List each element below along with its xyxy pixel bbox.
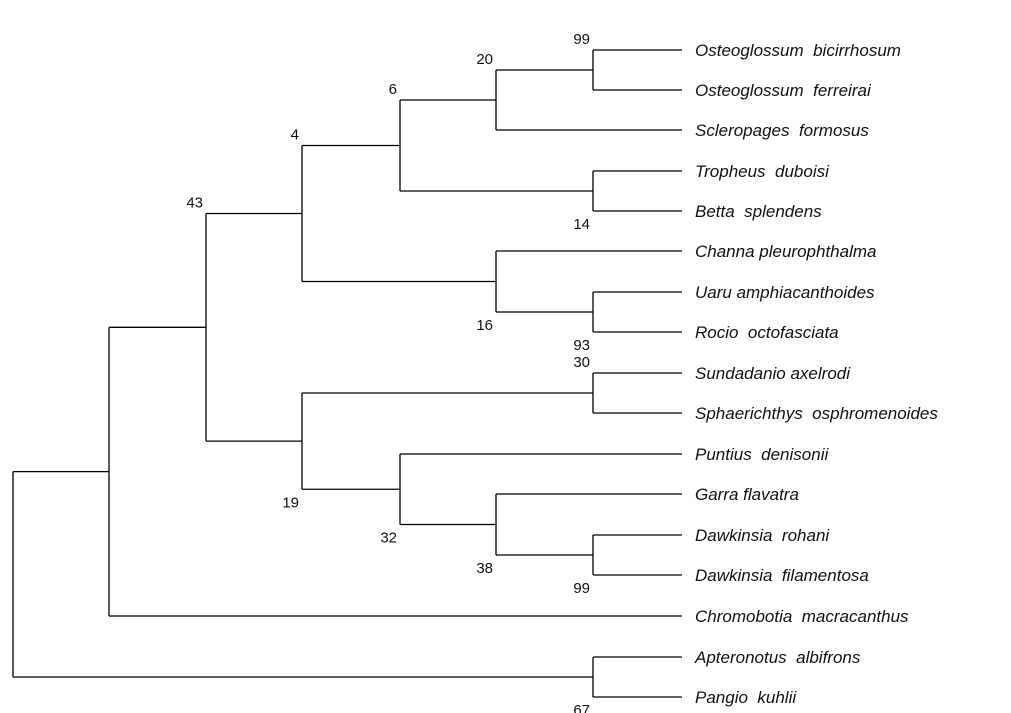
support-value: 67 <box>573 702 590 713</box>
taxon-label: Pangio kuhlii <box>695 688 797 707</box>
taxon-label: Scleropages formosus <box>695 121 869 140</box>
support-value: 20 <box>476 51 493 68</box>
taxon-label: Puntius denisonii <box>695 445 829 464</box>
taxon-label: Channa pleurophthalma <box>695 242 876 261</box>
taxon-label: Apteronotus albifrons <box>694 648 861 667</box>
taxon-label: Dawkinsia rohani <box>695 526 830 545</box>
taxon-label: Rocio octofasciata <box>695 323 839 342</box>
support-value: 14 <box>573 216 590 233</box>
taxon-label: Betta splendens <box>695 202 822 221</box>
support-value: 38 <box>476 560 493 577</box>
support-value: 99 <box>573 31 590 48</box>
support-value: 93 <box>573 337 590 354</box>
support-value: 4 <box>291 127 299 144</box>
support-value: 99 <box>573 580 590 597</box>
support-values: 99 20 14 6 93 16 4 30 99 38 32 19 43 67 <box>186 31 590 713</box>
support-value: 6 <box>389 81 397 98</box>
taxon-label: Tropheus duboisi <box>695 162 830 181</box>
taxon-label: Sundadanio axelrodi <box>695 364 851 383</box>
support-value: 32 <box>380 530 397 547</box>
taxon-labels: Osteoglossum bicirrhosum Osteoglossum fer… <box>694 41 938 707</box>
support-value: 43 <box>186 195 203 212</box>
taxon-label: Chromobotia macracanthus <box>695 607 909 626</box>
taxon-label: Osteoglossum ferreirai <box>695 81 872 100</box>
tree-branches <box>12 49 682 698</box>
taxon-label: Osteoglossum bicirrhosum <box>695 41 901 60</box>
taxon-label: Uaru amphiacanthoides <box>695 283 875 302</box>
support-value: 19 <box>282 494 299 511</box>
taxon-label: Dawkinsia filamentosa <box>695 566 869 585</box>
support-value: 30 <box>573 354 590 371</box>
support-value: 16 <box>476 317 493 334</box>
taxon-label: Sphaerichthys osphromenoides <box>695 404 938 423</box>
taxon-label: Garra flavatra <box>695 485 799 504</box>
